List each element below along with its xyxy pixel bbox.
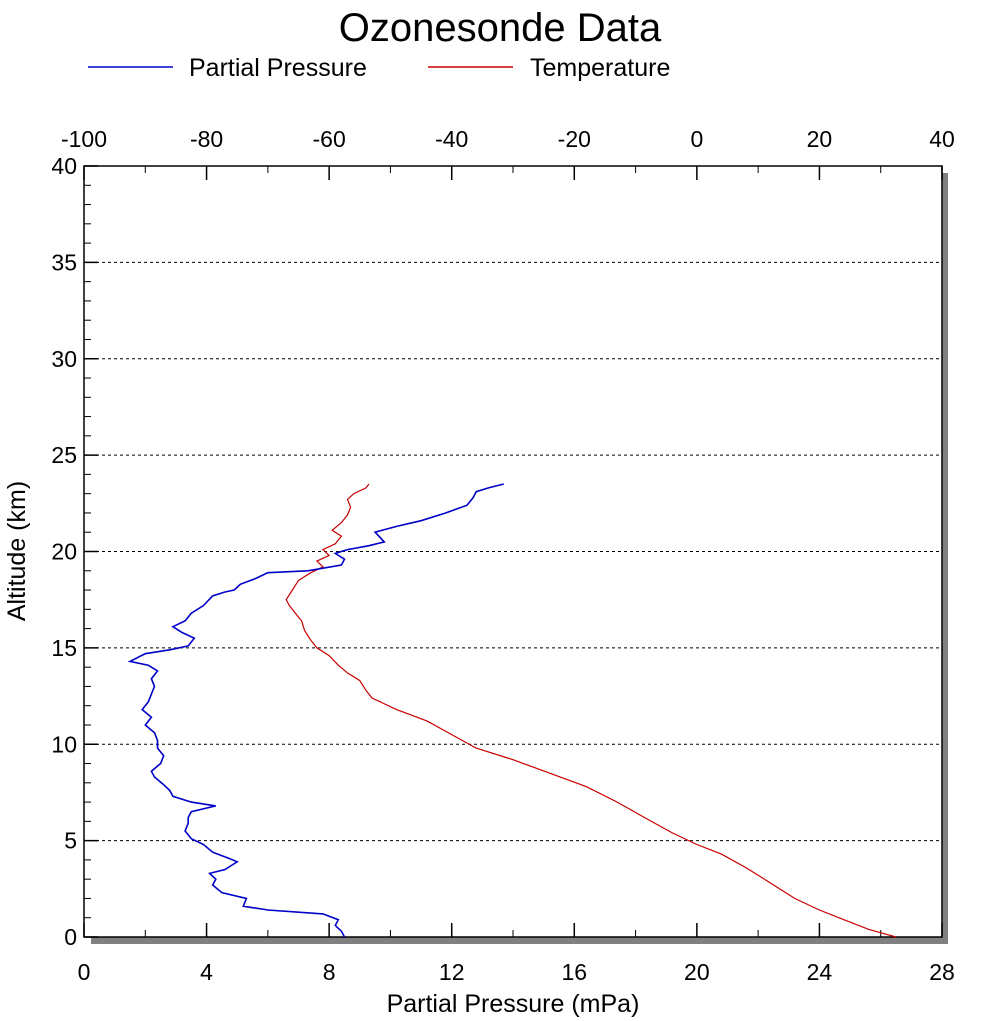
temperature-line [285,483,897,938]
legend-label-partial-pressure: Partial Pressure [189,54,367,82]
x-top-tick-label: 20 [807,126,833,152]
partial-pressure-line [127,483,504,938]
y-tick-label: 40 [51,153,77,179]
x-bottom-tick-label: 24 [807,959,833,985]
y-tick-label: 35 [51,249,77,275]
y-tick-label: 25 [51,442,77,468]
y-tick-label: 20 [51,539,77,565]
x-top-tick-label: -80 [190,126,223,152]
plot-shadow-bottom [91,937,948,944]
plot-shadow-right [941,173,948,944]
chart-title: Ozonesonde Data [339,6,662,50]
x-bottom-tick-label: 20 [684,959,710,985]
x-bottom-tick-label: 0 [78,959,91,985]
x-bottom-tick-label: 4 [200,959,213,985]
x-axis-title: Partial Pressure (mPa) [387,990,640,1018]
y-tick-label: 5 [64,828,77,854]
bottom-x-axis-tick-labels: 0 4 8 12 16 20 24 28 [78,959,955,985]
y-tick-label: 0 [64,924,77,950]
top-x-axis-tick-labels: -100 -80 -60 -40 -20 0 20 40 [61,126,955,152]
y-tick-label: 15 [51,635,77,661]
y-tick-label: 10 [51,731,77,757]
x-top-tick-label: 40 [929,126,955,152]
x-bottom-tick-label: 16 [561,959,587,985]
x-top-tick-label: -20 [558,126,591,152]
x-bottom-tick-label: 8 [323,959,336,985]
legend: Partial Pressure Temperature [88,54,670,82]
y-axis-tick-labels: 0 5 10 15 20 25 30 35 40 [51,153,77,950]
y-tick-label: 30 [51,346,77,372]
x-bottom-tick-label: 12 [439,959,465,985]
x-top-tick-label: -60 [313,126,346,152]
horizontal-grid [84,261,942,842]
axis-ticks [83,165,943,938]
y-axis-title: Altitude (km) [3,481,31,621]
x-top-tick-label: -40 [435,126,468,152]
x-top-tick-label: -100 [61,126,107,152]
x-top-tick-label: 0 [690,126,703,152]
x-bottom-tick-label: 28 [929,959,955,985]
legend-label-temperature: Temperature [530,54,670,82]
